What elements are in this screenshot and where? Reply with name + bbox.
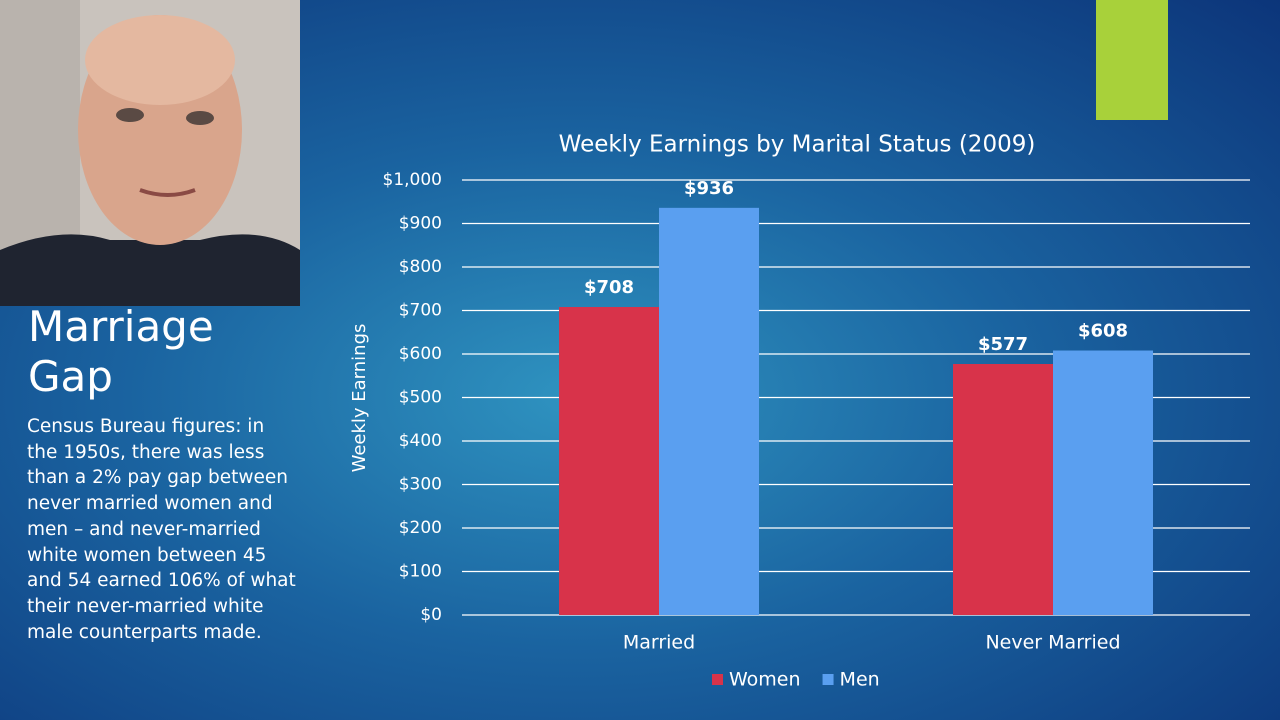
y-axis-label: Weekly Earnings: [349, 324, 370, 473]
y-tick-label: $100: [399, 562, 442, 582]
x-tick-label: Married: [623, 632, 695, 654]
legend-label: Women: [729, 669, 801, 691]
y-tick-label: $800: [399, 257, 442, 277]
data-label: $708: [584, 277, 634, 298]
y-tick-label: $400: [399, 431, 442, 451]
data-label: $577: [978, 334, 1028, 355]
y-tick-label: $700: [399, 301, 442, 321]
y-tick-label: $0: [420, 605, 442, 625]
data-label: $608: [1078, 321, 1128, 342]
legend-swatch: [712, 674, 723, 685]
bar: [659, 207, 759, 615]
y-tick-label: $1,000: [383, 170, 442, 190]
y-tick-label: $500: [399, 388, 442, 408]
slide-title: Marriage Gap: [28, 302, 214, 401]
chart-title: Weekly Earnings by Marital Status (2009): [559, 132, 1036, 158]
data-label: $936: [684, 178, 734, 199]
x-tick-label: Never Married: [985, 632, 1120, 654]
y-tick-label: $900: [399, 214, 442, 234]
webcam-image: [0, 0, 300, 306]
legend-label: Men: [840, 669, 880, 691]
bar: [1053, 350, 1153, 615]
accent-bar: [1096, 0, 1168, 120]
legend-swatch: [822, 674, 834, 685]
bar: [953, 364, 1053, 615]
y-tick-label: $300: [399, 475, 442, 495]
y-tick-label: $200: [399, 518, 442, 538]
y-tick-label: $600: [399, 344, 442, 364]
slide-body: Census Bureau figures: in the 1950s, the…: [27, 416, 296, 643]
bar: [559, 307, 659, 615]
